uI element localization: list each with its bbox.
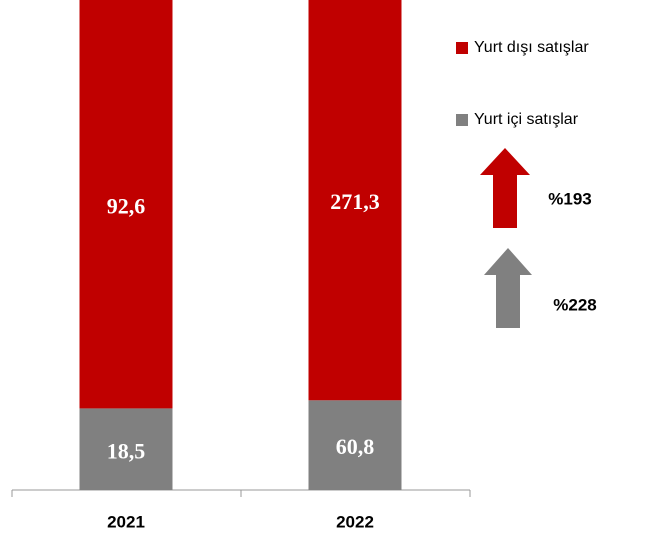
bar-segment bbox=[308, 400, 402, 490]
annotation: %228 bbox=[553, 295, 596, 314]
arrow bbox=[480, 148, 530, 228]
data-label: 92,6 bbox=[107, 193, 146, 218]
arrow bbox=[484, 248, 532, 328]
legend-swatch bbox=[456, 42, 468, 54]
bar-segment bbox=[79, 0, 173, 409]
data-label: 271,3 bbox=[330, 189, 380, 214]
x-tick-label: 2021 bbox=[107, 512, 145, 531]
data-label: 18,5 bbox=[107, 438, 146, 463]
legend-swatch bbox=[456, 114, 468, 126]
legend-label: Yurt dışı satışlar bbox=[474, 39, 589, 56]
data-label: 60,8 bbox=[336, 434, 375, 459]
annotation: %193 bbox=[548, 189, 591, 208]
legend-label: Yurt içi satışlar bbox=[474, 111, 579, 128]
x-tick-label: 2022 bbox=[336, 512, 374, 531]
bar-segment bbox=[79, 408, 173, 490]
bar-segment bbox=[308, 0, 402, 401]
